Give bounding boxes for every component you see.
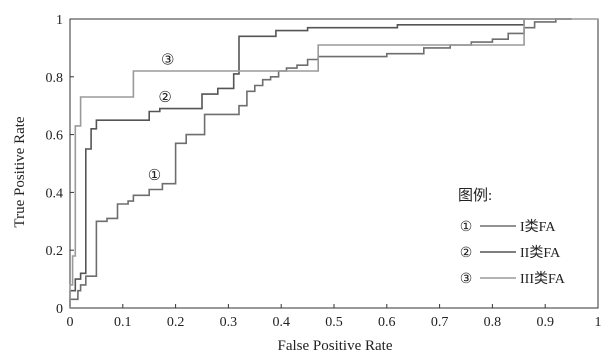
series-annotation-1: ① [148, 168, 161, 184]
legend-label-1: I类FA [520, 219, 556, 235]
x-tick-label: 0.2 [167, 315, 185, 330]
x-axis-title: False Positive Rate [278, 338, 393, 354]
x-tick-label: 0.7 [431, 315, 449, 330]
y-tick-label: 1 [56, 13, 63, 28]
legend-title: 图例: [458, 187, 492, 204]
x-tick-label: 0.4 [272, 315, 290, 330]
x-tick-label: 0.9 [536, 315, 554, 330]
chart-legend: 图例: ① I类FA ② II类FA ③ III类FA [458, 187, 566, 287]
legend-marker-2: ② [460, 246, 473, 261]
legend-marker-1: ① [460, 220, 473, 235]
chart-ticks: 0 0.1 0.2 0.3 0.4 0.5 0.6 0.7 0.8 0.9 1 0 0.2 0.4 0.6 0… [46, 13, 602, 330]
x-tick-label: 0.3 [220, 315, 238, 330]
series-annotation-3: ③ [161, 52, 174, 68]
x-tick-label: 0.5 [325, 315, 343, 330]
x-tick-label: 0.6 [378, 315, 396, 330]
roc-line-series-3 [69, 18, 598, 308]
plot-frame [69, 18, 599, 309]
y-tick-label: 0.2 [46, 244, 64, 259]
chart-axes [69, 18, 599, 309]
legend-label-3: III类FA [520, 271, 566, 287]
x-tick-label: 0 [67, 315, 74, 330]
chart-annotations: ① ② ③ [148, 52, 175, 184]
roc-line-series-1 [69, 18, 572, 308]
x-tick-label: 0.8 [484, 315, 502, 330]
y-tick-label: 0.6 [46, 129, 64, 144]
legend-marker-3: ③ [460, 272, 473, 287]
series-annotation-2: ② [158, 90, 171, 106]
y-tick-label: 0.8 [46, 71, 64, 86]
roc-line-series-2 [69, 18, 572, 308]
y-tick-label: 0 [56, 302, 63, 317]
x-tick-label: 1 [595, 315, 602, 330]
x-tick-label: 0.1 [114, 315, 132, 330]
legend-label-2: II类FA [520, 245, 561, 261]
y-tick-label: 0.4 [46, 186, 64, 201]
y-axis-title: True Positive Rate [12, 116, 28, 227]
chart-series [69, 18, 598, 308]
